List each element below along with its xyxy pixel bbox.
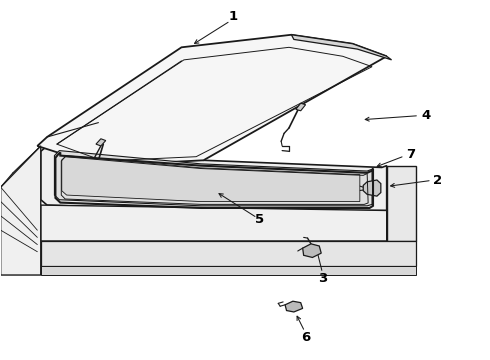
Polygon shape <box>62 156 360 202</box>
Polygon shape <box>54 150 372 206</box>
Polygon shape <box>303 244 321 257</box>
Polygon shape <box>387 166 416 241</box>
Text: 4: 4 <box>421 109 430 122</box>
Polygon shape <box>37 35 387 166</box>
Text: 3: 3 <box>318 272 328 285</box>
Text: 7: 7 <box>407 148 416 161</box>
Polygon shape <box>285 301 303 312</box>
Polygon shape <box>0 146 41 275</box>
Polygon shape <box>296 103 306 111</box>
Polygon shape <box>41 205 387 241</box>
Polygon shape <box>41 266 416 275</box>
Text: 6: 6 <box>301 330 311 343</box>
Polygon shape <box>292 35 392 60</box>
Text: 1: 1 <box>228 10 237 23</box>
Polygon shape <box>96 139 106 146</box>
Polygon shape <box>363 180 381 196</box>
Polygon shape <box>41 146 387 211</box>
Polygon shape <box>41 241 416 266</box>
Text: 2: 2 <box>434 174 442 186</box>
Text: 5: 5 <box>255 213 264 226</box>
